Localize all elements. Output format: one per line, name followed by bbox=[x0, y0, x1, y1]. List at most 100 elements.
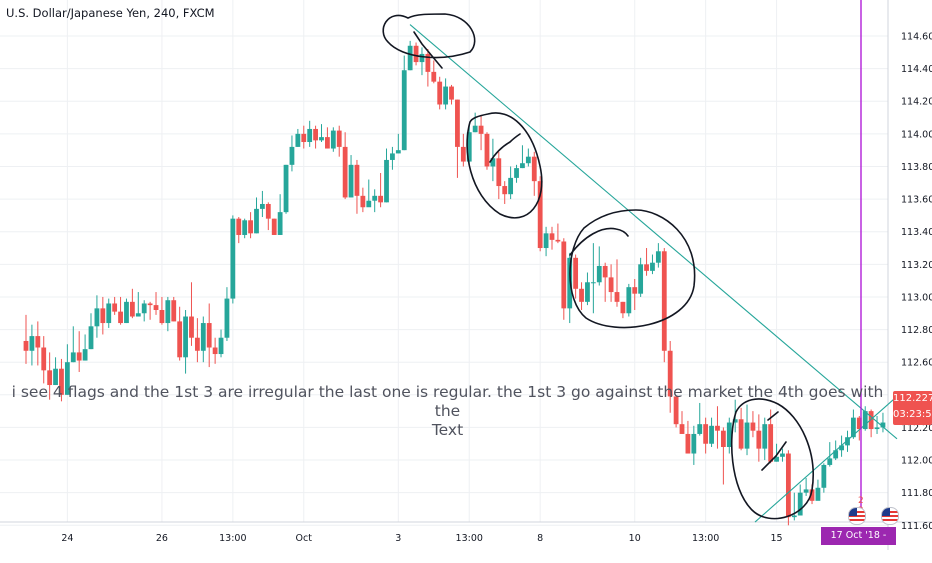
freehand-drawing[interactable] bbox=[569, 209, 696, 329]
candle-body-down[interactable] bbox=[41, 347, 47, 371]
candle-body-up[interactable] bbox=[732, 419, 738, 423]
candle-body-down[interactable] bbox=[620, 301, 626, 314]
candle-body-down[interactable] bbox=[614, 292, 620, 302]
candle-body-up[interactable] bbox=[697, 424, 703, 434]
us-flag-icon[interactable] bbox=[881, 507, 899, 525]
candle-body-up[interactable] bbox=[862, 411, 868, 430]
candle-body-up[interactable] bbox=[691, 433, 697, 454]
candle-body-up[interactable] bbox=[64, 362, 70, 395]
candle-body-down[interactable] bbox=[129, 301, 135, 317]
candle-body-up[interactable] bbox=[366, 200, 372, 208]
candle-body-down[interactable] bbox=[549, 233, 555, 240]
candle-body-up[interactable] bbox=[165, 300, 171, 324]
candle-body-up[interactable] bbox=[543, 233, 549, 249]
candle-body-up[interactable] bbox=[874, 427, 880, 430]
candle-body-up[interactable] bbox=[141, 303, 147, 314]
candle-body-up[interactable] bbox=[821, 464, 827, 488]
candle-body-down[interactable] bbox=[685, 433, 691, 454]
candle-body-down[interactable] bbox=[502, 186, 508, 195]
candle-body-down[interactable] bbox=[59, 368, 64, 395]
candle-body-down[interactable] bbox=[750, 422, 756, 431]
candle-body-down[interactable] bbox=[194, 337, 200, 351]
candle-body-down[interactable] bbox=[47, 370, 53, 386]
candle-body-down[interactable] bbox=[360, 195, 366, 208]
candle-body-up[interactable] bbox=[307, 128, 313, 143]
candle-body-up[interactable] bbox=[283, 164, 289, 213]
candle-body-down[interactable] bbox=[425, 53, 431, 72]
candle-body-up[interactable] bbox=[650, 262, 655, 271]
candle-body-up[interactable] bbox=[655, 251, 661, 263]
candle-body-up[interactable] bbox=[289, 146, 295, 165]
freehand-drawing[interactable] bbox=[466, 112, 543, 219]
candle-body-up[interactable] bbox=[833, 450, 839, 459]
candle-body-down[interactable] bbox=[413, 45, 419, 63]
candle-body-up[interactable] bbox=[254, 208, 259, 234]
candle-body-down[interactable] bbox=[738, 419, 744, 449]
freehand-drawing[interactable] bbox=[489, 133, 521, 163]
candle-body-down[interactable] bbox=[531, 156, 537, 182]
candle-body-up[interactable] bbox=[803, 489, 809, 493]
freehand-drawing[interactable] bbox=[761, 411, 787, 471]
candle-body-down[interactable] bbox=[153, 305, 159, 310]
candle-body-down[interactable] bbox=[325, 137, 330, 149]
candle-body-down[interactable] bbox=[868, 411, 874, 430]
descending-trendline[interactable] bbox=[409, 24, 898, 440]
candle-body-down[interactable] bbox=[354, 164, 360, 196]
candle-body-up[interactable] bbox=[851, 417, 856, 438]
candle-body-down[interactable] bbox=[679, 424, 685, 434]
candle-body-up[interactable] bbox=[514, 168, 519, 178]
candle-body-down[interactable] bbox=[555, 239, 561, 242]
candle-body-down[interactable] bbox=[537, 181, 543, 249]
candle-body-up[interactable] bbox=[827, 458, 833, 465]
candle-body-up[interactable] bbox=[230, 218, 236, 299]
candle-body-down[interactable] bbox=[171, 300, 177, 322]
candle-body-down[interactable] bbox=[265, 203, 271, 219]
candle-body-up[interactable] bbox=[596, 265, 602, 283]
candle-body-up[interactable] bbox=[774, 456, 779, 462]
candle-body-down[interactable] bbox=[449, 86, 454, 100]
candle-body-down[interactable] bbox=[715, 425, 720, 431]
candle-body-up[interactable] bbox=[419, 53, 425, 63]
candle-body-down[interactable] bbox=[460, 146, 466, 162]
candle-body-up[interactable] bbox=[395, 150, 401, 154]
candle-body-up[interactable] bbox=[53, 368, 58, 386]
candle-body-up[interactable] bbox=[29, 336, 35, 351]
candle-body-down[interactable] bbox=[100, 308, 106, 324]
us-flag-icon[interactable] bbox=[848, 507, 866, 525]
candle-body-up[interactable] bbox=[780, 453, 785, 457]
candle-body-down[interactable] bbox=[76, 352, 82, 361]
ascending-trendline[interactable] bbox=[754, 396, 898, 523]
candle-body-up[interactable] bbox=[508, 177, 514, 195]
candle-body-down[interactable] bbox=[118, 311, 123, 324]
freehand-drawing[interactable] bbox=[413, 31, 443, 69]
candle-body-up[interactable] bbox=[94, 308, 100, 327]
price-chart[interactable]: 114.600 114.400 114.200 114.000 113.800 113.6… bbox=[0, 0, 932, 550]
candle-body-up[interactable] bbox=[348, 164, 354, 198]
candle-body-down[interactable] bbox=[271, 218, 277, 235]
candle-body-up[interactable] bbox=[880, 422, 886, 428]
freehand-drawing[interactable] bbox=[569, 227, 629, 256]
candle-body-down[interactable] bbox=[809, 489, 815, 501]
candle-body-down[interactable] bbox=[632, 287, 638, 294]
candle-body-down[interactable] bbox=[455, 99, 460, 147]
candle-body-up[interactable] bbox=[744, 422, 750, 449]
candle-body-down[interactable] bbox=[189, 316, 194, 338]
candle-body-up[interactable] bbox=[88, 326, 94, 350]
candle-body-down[interactable] bbox=[212, 347, 218, 355]
candle-body-up[interactable] bbox=[815, 487, 821, 501]
candle-body-down[interactable] bbox=[856, 417, 862, 430]
candle-body-down[interactable] bbox=[768, 424, 774, 462]
candle-body-down[interactable] bbox=[159, 309, 165, 324]
candle-body-down[interactable] bbox=[756, 430, 762, 449]
candle-body-up[interactable] bbox=[466, 132, 472, 162]
candle-body-up[interactable] bbox=[183, 316, 188, 358]
candle-body-down[interactable] bbox=[112, 303, 118, 312]
candle-body-down[interactable] bbox=[378, 195, 383, 203]
candle-body-up[interactable] bbox=[224, 298, 230, 338]
candle-body-up[interactable] bbox=[401, 70, 407, 151]
candle-body-up[interactable] bbox=[762, 424, 768, 449]
candle-body-up[interactable] bbox=[330, 130, 336, 149]
candle-body-up[interactable] bbox=[520, 163, 525, 169]
candle-body-down[interactable] bbox=[644, 264, 649, 271]
candle-body-down[interactable] bbox=[561, 241, 567, 309]
